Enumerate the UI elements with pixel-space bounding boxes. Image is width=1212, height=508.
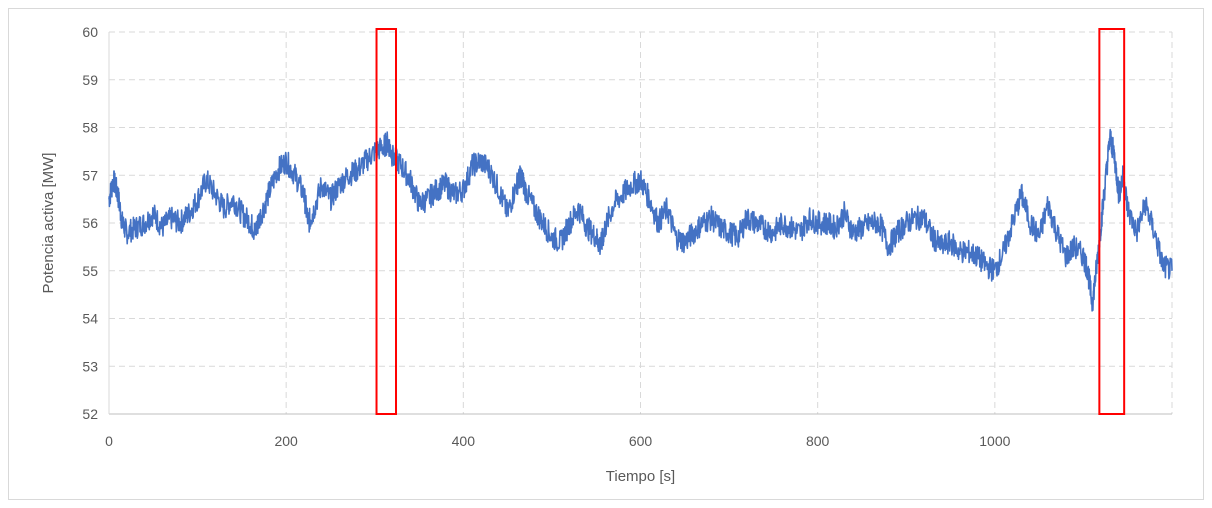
gridlines [109,31,1173,414]
y-tick-label: 59 [82,72,98,88]
y-tick-label: 55 [82,263,98,279]
series-layer [108,128,1173,312]
highlight-box [375,28,398,415]
x-tick-label: 0 [105,433,113,449]
x-tick-label: 400 [452,433,476,449]
x-tick-label: 200 [274,433,298,449]
x-tick-label: 600 [629,433,653,449]
series-line [108,128,1173,312]
x-axis-title: Tiempo [s] [606,468,675,485]
y-tick-label: 53 [82,358,98,374]
highlight-box [1098,28,1126,415]
y-tick-label: 56 [82,215,98,231]
chart-area [8,8,1204,500]
y-tick-label: 52 [82,406,98,422]
axes [108,32,1172,415]
y-tick-labels: 52 53 54 55 56 57 58 59 60 [82,24,98,422]
x-tick-labels: 0 200 400 600 800 1000 [105,433,1011,449]
x-tick-label: 1000 [979,433,1010,449]
y-tick-label: 57 [82,167,98,183]
y-tick-label: 60 [82,24,98,40]
y-tick-label: 54 [82,311,98,327]
x-tick-label: 800 [806,433,830,449]
y-axis-title: Potencia activa [MW] [40,153,57,294]
y-tick-label: 58 [82,120,98,136]
highlight-layer [375,28,1126,415]
